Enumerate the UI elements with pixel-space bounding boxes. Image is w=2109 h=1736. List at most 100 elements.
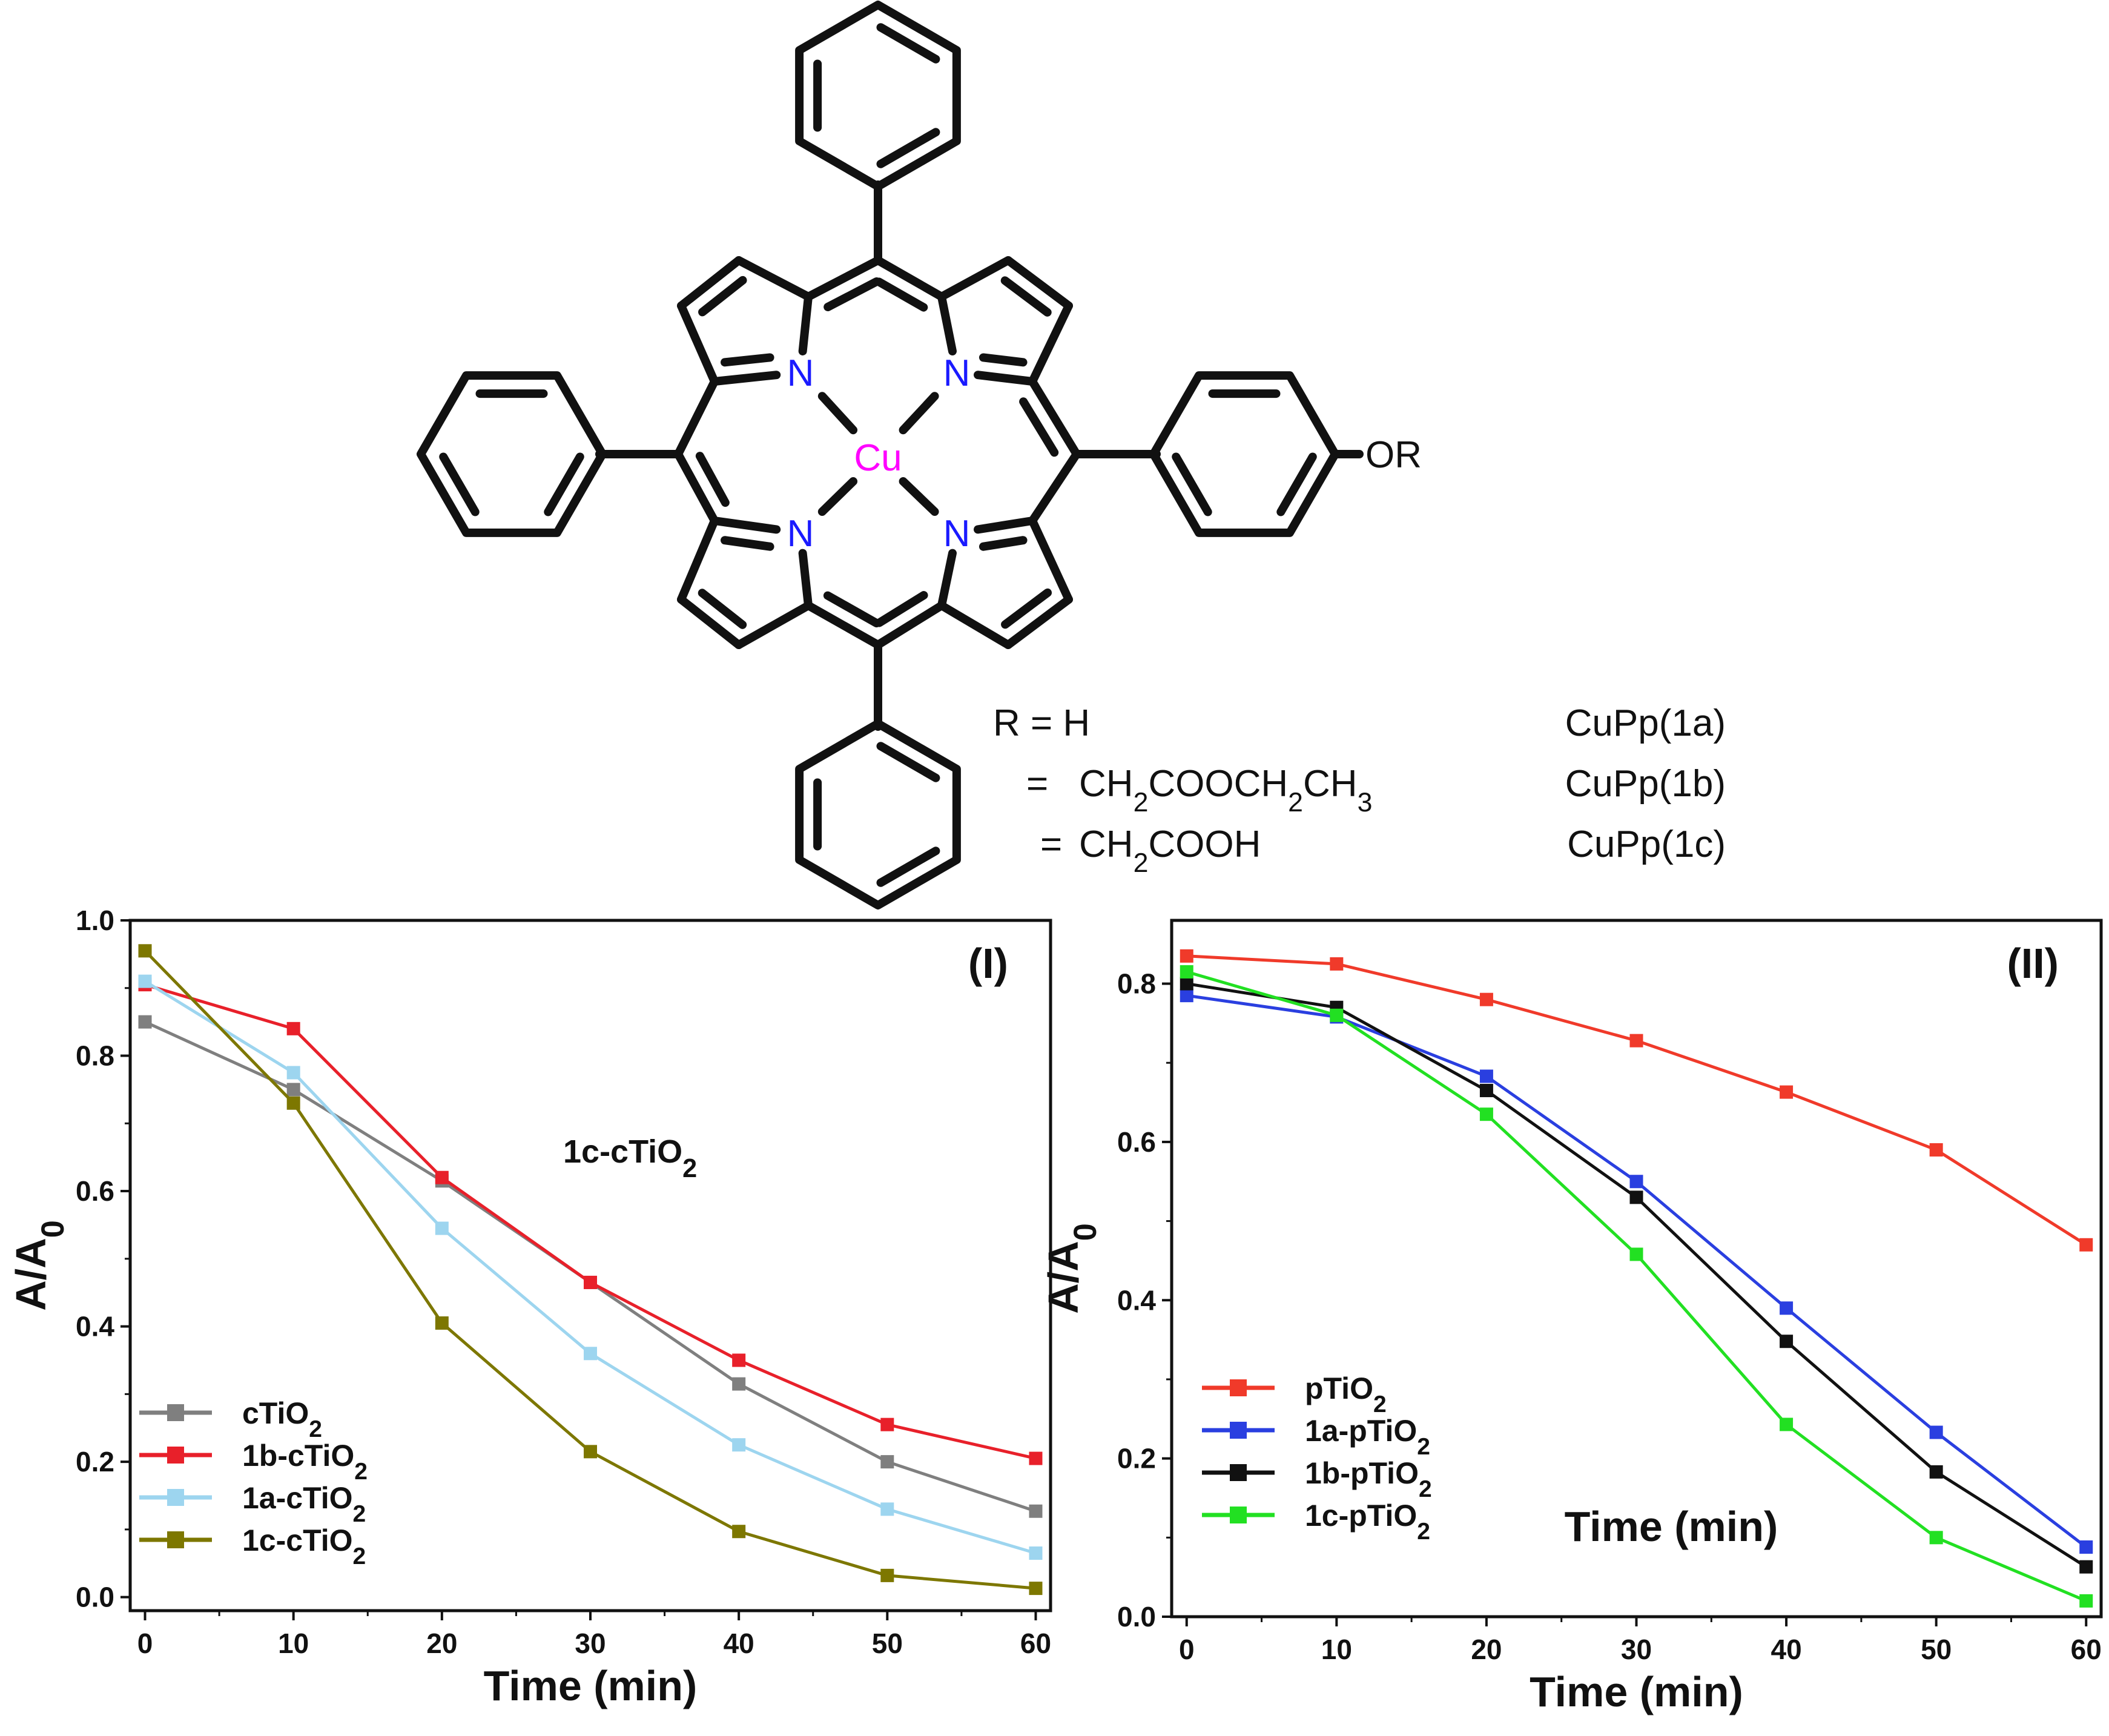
data-point [286, 1096, 300, 1110]
data-point [2079, 1540, 2093, 1554]
bond-line [804, 601, 882, 649]
bond-line [734, 601, 813, 649]
data-point [1180, 965, 1193, 979]
data-point [1629, 1247, 1643, 1261]
legend-swatch-marker [167, 1489, 184, 1506]
bond-line [544, 452, 584, 517]
bond-line [876, 128, 940, 168]
data-point [1180, 989, 1193, 1003]
chart-panel-1: 0 10 20 30 40 50 60 0.0 0.2 0.4 0.6 0.8 1.0 Time (min… [7, 905, 1052, 1709]
x-axis-title: Time (min) [484, 1662, 698, 1709]
data-point [1029, 1504, 1043, 1518]
bond-line [677, 256, 743, 310]
x-tick-label: 40 [1771, 1634, 1801, 1665]
data-point [138, 1015, 152, 1029]
y-tick-label: 0.6 [1117, 1126, 1156, 1158]
bond-line [698, 276, 747, 317]
r-group-prefix: R = H [993, 702, 1090, 744]
data-point [138, 944, 152, 958]
legend-swatch-marker [1230, 1379, 1247, 1396]
bond-line [1004, 256, 1073, 310]
data-point [435, 1221, 449, 1235]
x-tick-label: 40 [724, 1628, 754, 1659]
bond-line [721, 536, 774, 551]
legend-label: cTiO2 [242, 1396, 322, 1442]
nitrogen-atom-label: N [943, 513, 971, 555]
bond-line [1028, 450, 1081, 525]
data-point [1929, 1143, 1943, 1157]
bond-line [937, 549, 957, 610]
data-point [1780, 1085, 1794, 1099]
y-tick-label: 0.8 [76, 1040, 114, 1072]
data-point [1629, 1190, 1643, 1204]
compound-label: CuPp(1a) [1565, 702, 1726, 744]
legend-label: 1c-cTiO2 [242, 1523, 366, 1569]
data-point [1180, 949, 1193, 963]
legend-swatch-marker [1230, 1422, 1247, 1439]
data-point [732, 1525, 746, 1539]
data-point [1929, 1465, 1943, 1479]
x-tick-label: 0 [1179, 1634, 1195, 1665]
y-tick-label: 1.0 [76, 905, 114, 936]
bond-line [1028, 377, 1081, 458]
x-tick-label: 10 [278, 1628, 309, 1659]
data-point [286, 1083, 300, 1097]
bond-line [734, 256, 813, 301]
panel-label: (I) [968, 940, 1008, 987]
x-tick-label: 50 [1921, 1634, 1952, 1665]
bond-line [876, 23, 940, 64]
data-point [1780, 1418, 1794, 1431]
legend-label: 1c-pTiO2 [1305, 1499, 1430, 1545]
bond-line [1001, 588, 1052, 629]
bond-line [721, 353, 774, 367]
data-point [1780, 1335, 1794, 1348]
x-tick-label: 30 [1621, 1634, 1652, 1665]
bond-line [899, 477, 939, 516]
r-group-formula: CH2COOCH2CH3 [1079, 763, 1372, 817]
bond-line [979, 536, 1028, 551]
bond-line [1004, 595, 1073, 649]
x-tick-label: 60 [1020, 1628, 1051, 1659]
bond-line [974, 517, 1037, 534]
data-point [1929, 1531, 1943, 1545]
nitrogen-atom-label: N [943, 352, 971, 394]
legend-label: 1b-cTiO2 [242, 1439, 368, 1485]
bond-line [1028, 517, 1073, 604]
bond-line [817, 477, 858, 516]
phenyl-ring-top [795, 1, 961, 191]
bond-line [798, 549, 813, 610]
bond-line [876, 742, 940, 782]
data-point [1330, 1008, 1344, 1022]
x-axis-title: Time (min) [1530, 1668, 1743, 1715]
data-point [2079, 1594, 2093, 1608]
data-point [1479, 1069, 1493, 1083]
bond-line [710, 371, 781, 386]
bond-line [677, 302, 719, 386]
r-group-prefix: = [1040, 823, 1062, 865]
r-group-table: R = H CuPp(1a) = CH2COOCH2CH3 CuPp(1b) = CH2… [993, 702, 1726, 878]
data-point [1029, 1451, 1043, 1465]
bond-line [899, 392, 939, 435]
data-point [584, 1445, 597, 1459]
r-group-formula: CH2COOH [1079, 823, 1261, 878]
data-point [880, 1455, 894, 1469]
bond-line [823, 591, 881, 628]
bond-line [937, 256, 1012, 301]
x-tick-label: 0 [137, 1628, 153, 1659]
panel-label: (II) [2007, 940, 2059, 987]
data-point [732, 1377, 746, 1391]
legend-swatch-marker [1230, 1464, 1247, 1481]
y-axis-title: A/A0 [7, 1220, 71, 1311]
data-point [1629, 1175, 1643, 1189]
legend-swatch-marker [167, 1531, 184, 1548]
nitrogen-atom-label: N [787, 352, 814, 394]
y-tick-label: 0.8 [1117, 968, 1156, 1000]
bond-line [804, 256, 882, 301]
legend-swatch-marker [1230, 1507, 1247, 1523]
y-tick-label: 0.2 [1117, 1443, 1156, 1474]
x-tick-label: 20 [426, 1628, 457, 1659]
y-tick-label: 0.0 [76, 1582, 114, 1613]
legend-swatch-marker [167, 1404, 184, 1421]
bond-line [1276, 452, 1317, 517]
